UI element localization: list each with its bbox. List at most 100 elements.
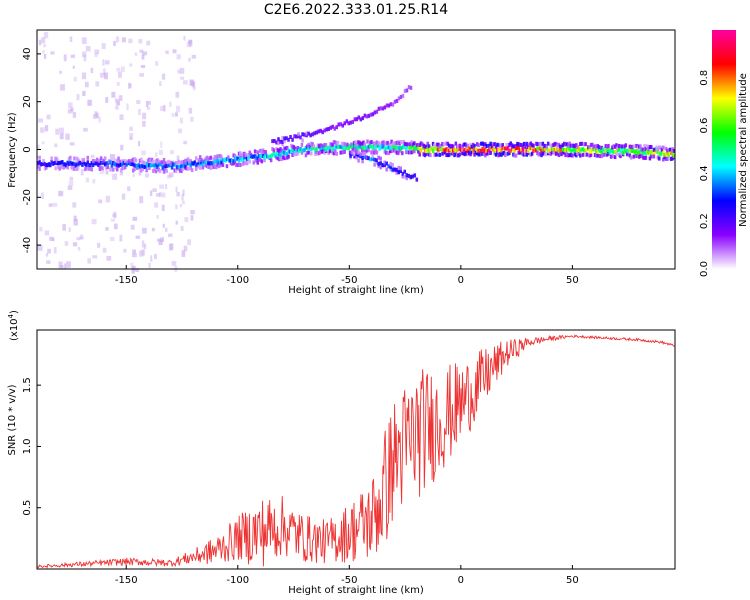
spectrogram-cell: [308, 144, 312, 149]
spectrogram-cell: [216, 154, 219, 159]
spectrogram-cell: [585, 147, 589, 152]
spectrogram-cell: [341, 123, 344, 128]
noise-speck: [182, 189, 185, 197]
spectrogram-cell: [89, 163, 92, 168]
spectrogram-cell: [538, 151, 542, 156]
spectrogram-cell: [57, 165, 60, 170]
spectrogram-cell: [443, 150, 447, 155]
spectrogram-cell: [617, 147, 621, 152]
spectrogram-cell: [411, 142, 415, 147]
spectrogram-cell: [335, 144, 338, 149]
spectrogram-cell: [59, 160, 63, 165]
spectrogram-cell: [525, 152, 529, 157]
spectrogram-cell: [208, 156, 211, 161]
spectrogram-cell: [180, 164, 183, 169]
spectrogram-cell: [260, 153, 264, 158]
spectrogram-cell: [641, 150, 645, 155]
spectrogram-cell: [182, 159, 186, 164]
spectrogram-cell: [221, 163, 225, 168]
spectrogram-cell: [517, 150, 521, 155]
noise-speck: [64, 263, 67, 270]
noise-speck: [183, 80, 188, 85]
spectrogram-cell: [91, 163, 95, 168]
spectrogram-cell: [648, 144, 652, 149]
noise-speck: [146, 40, 151, 46]
noise-speck: [114, 158, 118, 165]
spectrogram-cell: [406, 142, 409, 147]
spectrogram-cell: [476, 142, 479, 147]
spectrogram-cell: [668, 156, 672, 161]
spectrogram-cell: [429, 153, 432, 158]
spectrogram-cell: [188, 161, 191, 166]
noise-speck: [165, 50, 169, 55]
spectrogram-cell: [565, 150, 569, 155]
spectrogram-cell: [106, 161, 110, 166]
spectrogram-cell: [301, 138, 304, 143]
spectrogram-cell: [47, 162, 51, 167]
spectrogram-cell: [368, 140, 372, 145]
spectrogram-cell: [140, 168, 143, 173]
noise-speck: [188, 40, 193, 44]
spectrogram-cell: [525, 141, 529, 146]
spectrogram-cell: [419, 141, 423, 146]
spectrogram-cell: [546, 141, 550, 146]
noise-speck: [113, 40, 116, 47]
spectrogram-cell: [648, 151, 652, 156]
noise-speck: [179, 117, 184, 124]
spectrogram-cell: [414, 146, 417, 151]
spectrogram-cell: [219, 158, 222, 163]
spectrogram-cell: [367, 156, 370, 161]
spectrogram-cell: [55, 158, 59, 163]
noise-speck: [66, 261, 71, 268]
colorbar-tick-label: 0.2: [699, 213, 710, 229]
spectrogram-cell: [37, 161, 40, 166]
spectrogram-cell: [38, 166, 41, 171]
noise-speck: [126, 103, 129, 111]
spectrogram-cell: [66, 165, 69, 170]
spectrogram-cell: [277, 141, 280, 146]
spectrogram-cell: [421, 142, 424, 147]
spectrogram-cell: [423, 144, 427, 149]
spectrogram-cell: [288, 149, 292, 154]
spectrogram-cell: [97, 163, 100, 168]
spectrogram-cell: [37, 164, 40, 169]
spectrogram-cell: [431, 141, 435, 146]
spectrogram-cell: [215, 159, 218, 164]
spectrogram-cell: [53, 161, 56, 166]
spectrogram-cell: [413, 149, 416, 154]
spectrogram-cell: [397, 165, 400, 170]
spectrogram-cell: [375, 109, 379, 114]
spectrogram-cell: [58, 166, 61, 171]
spectrogram-cell: [236, 162, 239, 167]
spectrogram-cell: [292, 145, 296, 150]
noise-speck: [155, 61, 159, 66]
spectrogram-cell: [229, 160, 233, 165]
spectrogram-cell: [671, 152, 674, 157]
spectrogram-cell: [149, 158, 152, 163]
spectrogram-cell: [157, 159, 160, 164]
noise-speck: [121, 37, 126, 43]
spectrogram-cell: [529, 145, 533, 150]
spectrogram-cell: [279, 139, 282, 144]
spectrogram-cell: [243, 155, 246, 160]
spectrogram-cell: [281, 155, 285, 160]
spectrogram-cell: [105, 161, 108, 166]
spectrogram-cell: [98, 158, 102, 163]
spectrogram-cell: [110, 163, 114, 168]
spectrogram-cell: [635, 148, 638, 153]
spectrogram-cell: [628, 153, 632, 158]
spectrogram-cell: [458, 147, 462, 152]
spectrogram-cell: [121, 159, 124, 164]
snr-frame: [36, 329, 676, 570]
spectrogram-cell: [615, 143, 618, 148]
noise-speck: [101, 43, 106, 50]
spectrogram-cell: [98, 161, 102, 166]
spectrogram-cell: [185, 161, 189, 166]
spectrogram-cell: [505, 146, 508, 151]
spectrogram-cell: [443, 148, 447, 153]
spectrogram-cell: [671, 147, 674, 152]
spectrogram-cell: [38, 160, 41, 165]
noise-speck: [112, 173, 118, 180]
spectrogram-cell: [310, 151, 313, 156]
spectrogram-cell: [625, 148, 629, 153]
